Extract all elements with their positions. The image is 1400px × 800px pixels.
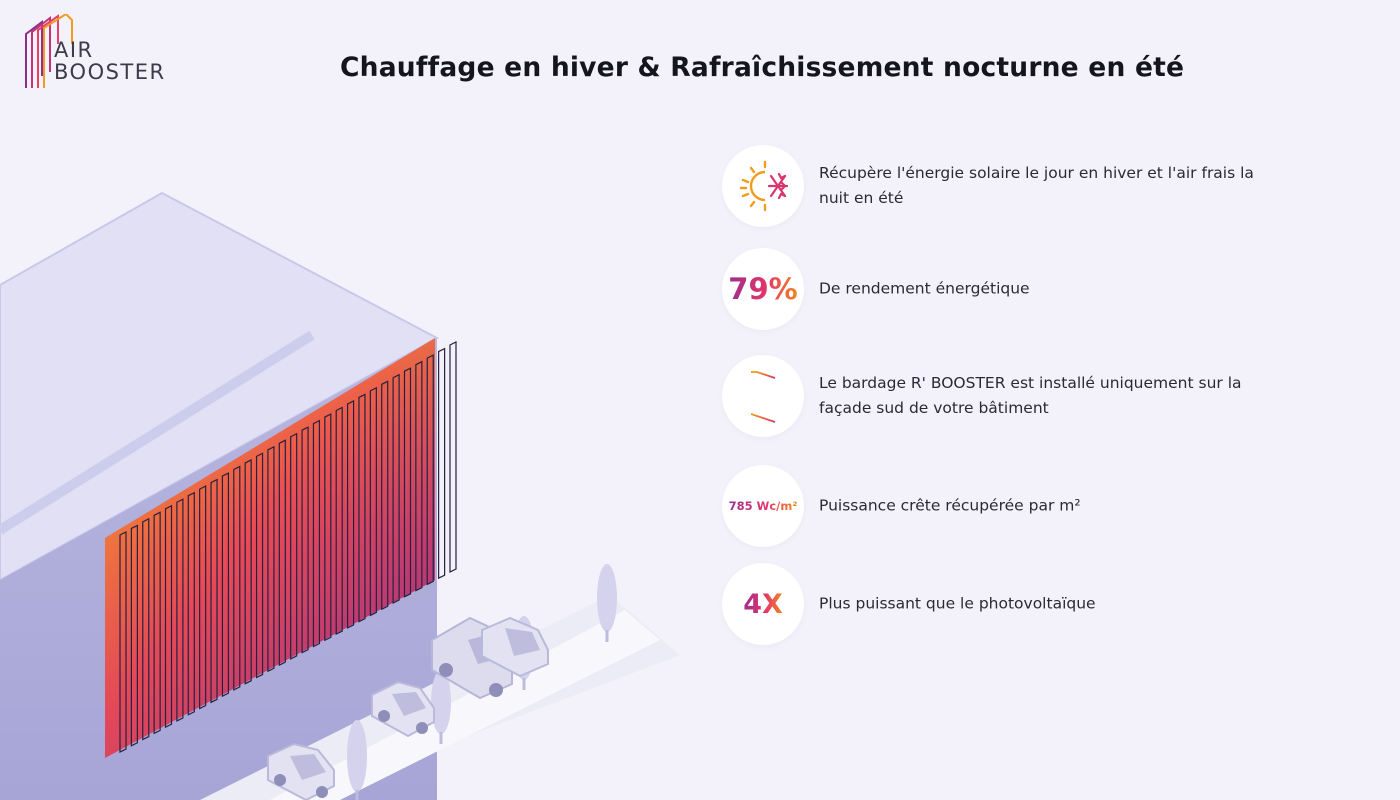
feature-stat-circle: 79% <box>722 248 804 330</box>
cladding-fin <box>130 524 138 747</box>
cladding-fin <box>324 413 332 642</box>
cladding-fin <box>438 347 446 580</box>
cladding-fin <box>415 360 423 592</box>
cladding-panels-icon <box>750 371 776 423</box>
peak-power-stat: 785 Wc/m² <box>728 499 798 513</box>
efficiency-stat: 79% <box>728 272 798 306</box>
cladding-fin <box>187 491 195 716</box>
feature-stat-circle: 4X <box>722 563 804 645</box>
feature-text: Récupère l'énergie solaire le jour en hi… <box>819 164 1254 207</box>
multiplier-stat: 4X <box>743 588 783 620</box>
tree <box>347 720 367 800</box>
feature-text: De rendement énergétique <box>819 279 1030 298</box>
feature-solar-recovery: Récupère l'énergie solaire le jour en hi… <box>722 145 1282 227</box>
feature-icon-circle <box>722 355 804 437</box>
cladding-fin <box>164 504 173 729</box>
cladding-fin <box>290 432 298 660</box>
cladding-fin <box>255 452 264 679</box>
cladding-fin <box>199 485 207 710</box>
logo-text-air: AIR <box>54 38 94 62</box>
feature-south-facade: Le bardage R' BOOSTER est installé uniqu… <box>722 355 1282 437</box>
cladding-fin <box>403 367 412 598</box>
cladding-fin <box>233 465 241 691</box>
cladding-fin <box>119 531 127 753</box>
feature-icon-circle <box>722 145 804 227</box>
cladding-fin <box>267 445 275 673</box>
cladding-fin <box>335 406 343 636</box>
feature-peak-power: 785 Wc/m² Puissance crête récupérée par … <box>722 465 1282 547</box>
car <box>267 742 335 800</box>
cladding-fin <box>312 419 321 648</box>
cladding-fin <box>358 393 366 623</box>
feature-stat-circle: 785 Wc/m² <box>722 465 804 547</box>
cladding-fin <box>278 439 286 667</box>
sun-snowflake-icon <box>739 160 789 212</box>
cladding-fin <box>301 426 309 654</box>
sidewalk <box>270 610 660 800</box>
cladding-fin <box>176 498 184 722</box>
cladding-fin <box>392 373 400 605</box>
feature-text: Le bardage R' BOOSTER est installé uniqu… <box>819 374 1242 417</box>
feature-photovoltaic-comparison: 4X Plus puissant que le photovoltaïque <box>722 563 1282 645</box>
roof-edge <box>0 330 315 535</box>
tree <box>431 670 451 744</box>
cladding-fin <box>369 386 377 617</box>
cladding-fin <box>142 517 150 741</box>
cladding-fin <box>244 458 252 685</box>
logo-text-booster: BOOSTER <box>54 60 166 84</box>
cladding-fins <box>119 341 457 753</box>
cladding-fin <box>426 354 434 586</box>
logo-mark-icon <box>25 14 73 88</box>
feature-efficiency: 79% De rendement énergétique <box>722 248 1282 330</box>
cladding-fin <box>221 472 230 698</box>
building-illustration <box>0 191 660 800</box>
car <box>481 616 549 678</box>
cladding-fin <box>381 380 389 611</box>
cladding-fin <box>346 399 355 629</box>
car <box>371 680 435 738</box>
feature-text: Puissance crête récupérée par m² <box>819 496 1081 515</box>
air-booster-logo: AIR BOOSTER <box>22 14 182 96</box>
feature-text: Plus puissant que le photovoltaïque <box>819 594 1096 613</box>
cladding-fin <box>449 341 457 573</box>
tree <box>597 564 617 642</box>
page-title: Chauffage en hiver & Rafraîchissement no… <box>340 52 1185 83</box>
cladding-fin <box>210 478 218 704</box>
cladding-fin <box>153 511 161 735</box>
